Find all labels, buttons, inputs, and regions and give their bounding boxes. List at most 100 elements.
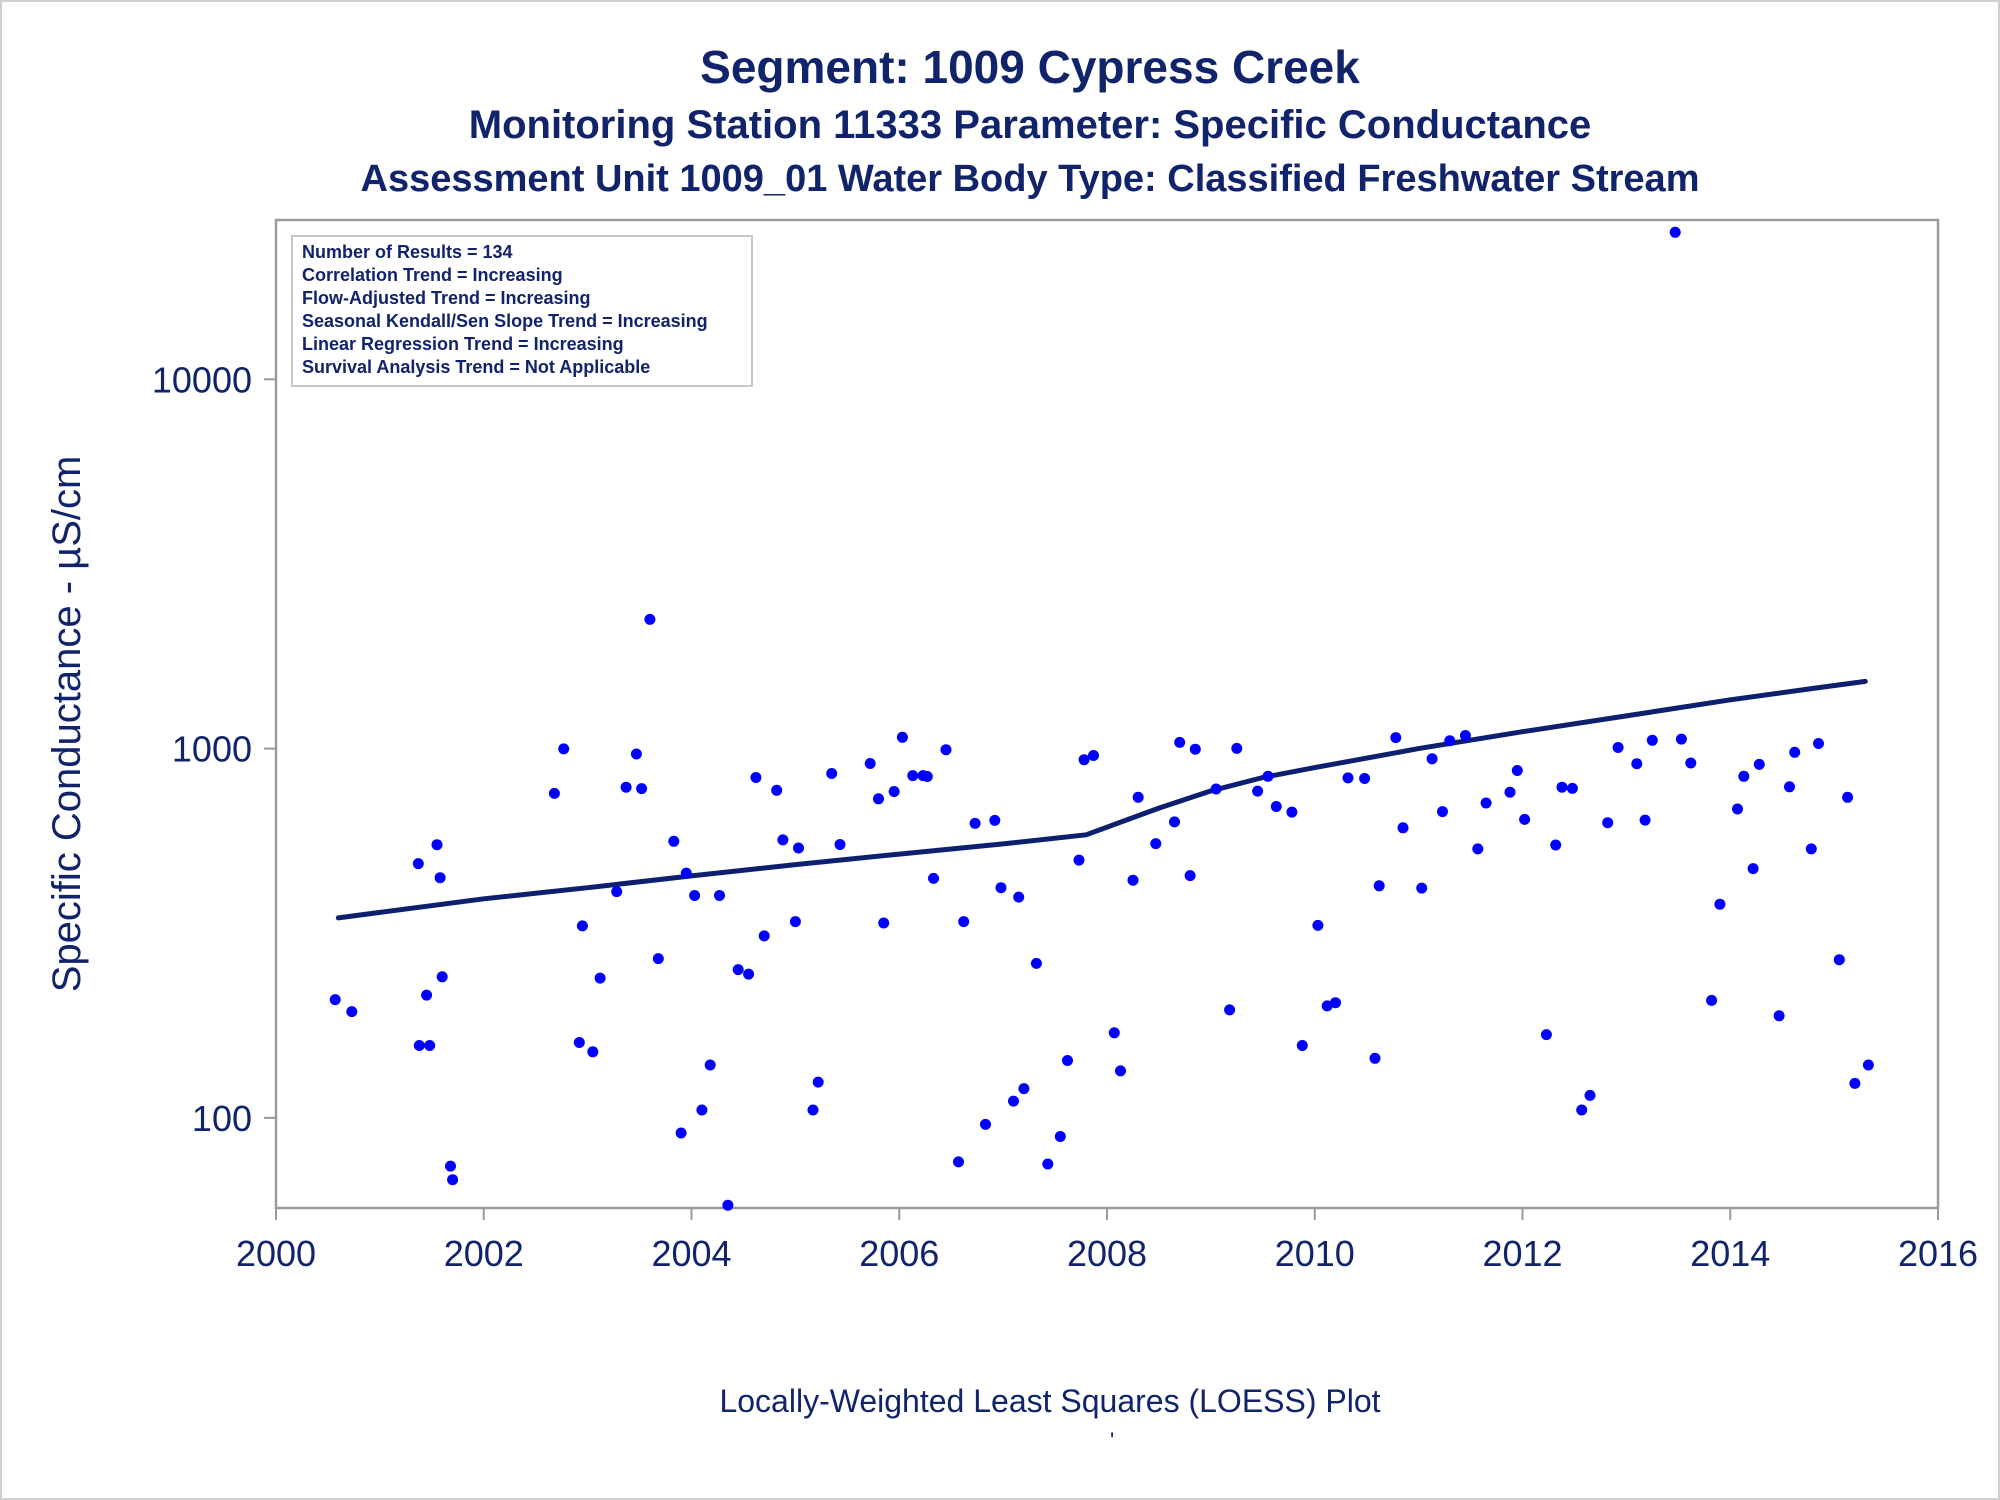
footnote-mark: ' xyxy=(1110,1428,1115,1453)
data-point xyxy=(680,867,692,879)
data-point xyxy=(630,748,642,760)
data-point xyxy=(1132,791,1144,803)
data-point xyxy=(1576,1104,1588,1116)
data-point xyxy=(812,1076,824,1088)
y-axis-label: Specific Conductance - µS/cm xyxy=(45,456,89,993)
data-point xyxy=(953,1156,964,1168)
y-tick-label: 1000 xyxy=(172,729,252,770)
data-point xyxy=(1784,781,1795,793)
data-point xyxy=(1127,874,1139,886)
chart-subtitle: Monitoring Station 11333 Parameter: Spec… xyxy=(468,103,1592,147)
data-point xyxy=(732,964,744,976)
stats-line: Flow-Adjusted Trend = Increasing xyxy=(302,288,591,308)
data-point xyxy=(789,916,801,928)
data-point xyxy=(1631,758,1643,770)
chart-title: Segment: 1009 Cypress Creek xyxy=(700,41,1360,93)
x-tick-label: 2006 xyxy=(859,1233,939,1274)
data-point xyxy=(558,743,570,755)
data-point xyxy=(668,835,680,847)
data-point xyxy=(1444,735,1456,747)
data-point xyxy=(1042,1158,1054,1170)
data-point xyxy=(436,971,448,983)
data-point xyxy=(704,1059,716,1071)
data-point xyxy=(1030,957,1042,969)
data-point xyxy=(1073,854,1085,866)
data-point xyxy=(771,784,783,796)
data-point xyxy=(969,817,981,829)
data-point xyxy=(1210,783,1222,795)
x-tick-label: 2008 xyxy=(1067,1233,1147,1274)
data-point xyxy=(907,770,919,782)
data-point xyxy=(1813,738,1824,749)
data-point xyxy=(807,1104,819,1116)
data-point xyxy=(1459,730,1471,741)
data-point xyxy=(1602,817,1614,829)
data-point xyxy=(1612,742,1624,753)
data-point xyxy=(1862,1059,1874,1071)
data-point xyxy=(447,1174,459,1186)
data-point xyxy=(1286,806,1298,818)
data-point xyxy=(576,920,588,932)
x-tick-label: 2014 xyxy=(1690,1233,1770,1274)
chart-footnote: Locally-Weighted Least Squares (LOESS) P… xyxy=(719,1383,1381,1419)
data-point xyxy=(1706,994,1718,1006)
x-tick-label: 2010 xyxy=(1275,1233,1355,1274)
data-point xyxy=(826,768,838,779)
data-point xyxy=(548,787,560,799)
data-point xyxy=(1054,1131,1066,1142)
data-point xyxy=(1330,997,1341,1009)
data-point xyxy=(1088,750,1099,761)
data-point xyxy=(958,916,970,928)
data-point xyxy=(873,793,884,805)
data-point xyxy=(1849,1077,1861,1089)
data-point xyxy=(1773,1010,1785,1022)
data-point xyxy=(636,783,648,795)
stats-line: Seasonal Kendall/Sen Slope Trend = Incre… xyxy=(302,311,708,331)
data-point xyxy=(1540,1029,1552,1041)
data-point xyxy=(424,1040,436,1051)
data-point xyxy=(1373,880,1385,892)
stats-line: Number of Results = 134 xyxy=(302,242,513,262)
data-point xyxy=(1174,736,1186,748)
data-point xyxy=(1646,734,1658,746)
data-point xyxy=(1789,746,1801,758)
data-point xyxy=(611,886,623,898)
data-point xyxy=(346,1006,358,1018)
data-point xyxy=(1833,954,1845,966)
stats-line: Linear Regression Trend = Increasing xyxy=(302,334,624,354)
data-point xyxy=(644,613,656,625)
data-point xyxy=(722,1199,734,1211)
data-point xyxy=(1078,754,1090,766)
data-point xyxy=(1511,765,1523,776)
data-point xyxy=(1224,1004,1236,1016)
data-point xyxy=(1252,785,1264,797)
data-point xyxy=(1437,806,1448,818)
data-point xyxy=(1685,757,1697,769)
data-point xyxy=(1669,226,1681,238)
data-point xyxy=(864,758,876,769)
data-point xyxy=(445,1160,456,1172)
data-point xyxy=(1231,742,1243,754)
data-point xyxy=(431,839,443,851)
data-point xyxy=(750,772,762,783)
x-tick-label: 2012 xyxy=(1482,1233,1562,1274)
data-point xyxy=(928,872,939,884)
data-point xyxy=(989,814,1001,826)
data-point xyxy=(758,930,770,942)
data-point xyxy=(1732,803,1743,815)
data-point xyxy=(834,839,846,850)
data-point xyxy=(793,842,804,854)
data-point xyxy=(921,771,933,782)
data-point xyxy=(696,1104,708,1116)
data-point xyxy=(434,872,446,884)
data-point xyxy=(1262,770,1274,782)
data-point xyxy=(1390,732,1402,744)
x-tick-label: 2004 xyxy=(651,1233,731,1274)
data-point xyxy=(1321,1000,1333,1012)
data-point xyxy=(940,744,952,756)
data-point xyxy=(1426,753,1438,765)
x-tick-label: 2016 xyxy=(1898,1233,1978,1274)
data-point xyxy=(777,834,789,846)
data-point xyxy=(421,989,433,1001)
